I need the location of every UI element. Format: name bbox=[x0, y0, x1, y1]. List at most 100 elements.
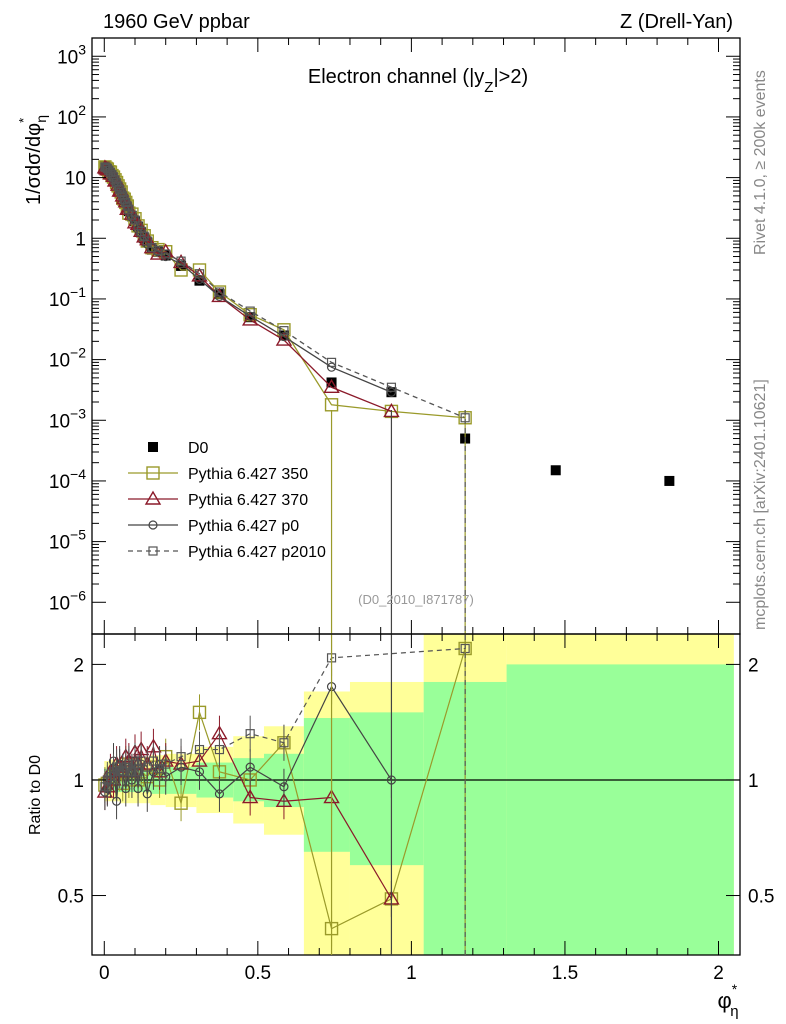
p2010-point bbox=[133, 221, 143, 231]
p2010-point bbox=[176, 752, 186, 762]
p2010-point bbox=[127, 210, 137, 220]
d0-point bbox=[550, 465, 561, 476]
p2010-point bbox=[108, 172, 119, 182]
y-tick-label: 10−3 bbox=[49, 405, 86, 432]
main-axes: 10−6 10−5 10−4 10−3 10−2 10−1 1 10 102 103 bbox=[49, 37, 741, 635]
mcplots-label: mcplots.cern.ch [arXiv:2401.10621] bbox=[752, 379, 769, 630]
x-tick-label: 1 bbox=[406, 963, 417, 984]
p2010-point bbox=[133, 767, 143, 777]
y-tick-label: 10−2 bbox=[49, 345, 86, 372]
p2010-line bbox=[104, 166, 466, 419]
band-green bbox=[303, 718, 350, 852]
p0-point bbox=[245, 311, 255, 321]
y-tick-label: 10−6 bbox=[49, 587, 86, 614]
p2010-point bbox=[139, 231, 149, 241]
ratio-y-tick-label: 0.5 bbox=[58, 887, 84, 908]
rivet-label: Rivet 4.1.0, ≥ 200k events bbox=[752, 70, 769, 255]
p2010-point bbox=[119, 194, 129, 204]
p370-point bbox=[275, 792, 293, 807]
ratio-y-tick-label-right: 2 bbox=[748, 655, 759, 676]
p0-point bbox=[279, 782, 289, 792]
ratio-y-tick-label-right: 0.5 bbox=[748, 887, 774, 908]
y-tick-label: 10−1 bbox=[49, 284, 86, 311]
ratio-axes: 0.5 0.5 1 1 2 2 0 0.5 1 1.5 2 bbox=[58, 633, 774, 984]
p2010-point bbox=[245, 729, 255, 739]
channel-title: Electron channel (|yZ|>2) bbox=[308, 66, 528, 96]
axes-frame bbox=[91, 37, 741, 635]
legend-label-p370: Pythia 6.427 370 bbox=[188, 492, 308, 509]
p350-point bbox=[146, 466, 160, 480]
y-tick-label: 10−4 bbox=[49, 466, 86, 493]
d0-point bbox=[245, 312, 256, 323]
p0-point bbox=[111, 796, 122, 806]
x-axis-label: φ* η bbox=[717, 981, 738, 1020]
p2010-point bbox=[176, 256, 186, 266]
p2010-point bbox=[115, 765, 125, 775]
p2010-point bbox=[148, 756, 159, 766]
legend-label-d0: D0 bbox=[188, 440, 209, 457]
band-green bbox=[349, 712, 424, 866]
d0-point bbox=[214, 289, 225, 300]
x-tick-label: 0 bbox=[99, 963, 110, 984]
main-y-axis-label: 1/σdσ/dφ* η bbox=[16, 115, 49, 205]
y-tick-label: 103 bbox=[57, 41, 86, 68]
p350-line bbox=[104, 166, 466, 419]
p2010-point bbox=[279, 738, 289, 748]
p370-point bbox=[323, 378, 340, 393]
ratio-uncertainty-bands bbox=[104, 634, 734, 955]
p2010-point bbox=[108, 767, 119, 777]
y-tick-label: 10 bbox=[65, 169, 86, 190]
p2010-point bbox=[107, 170, 117, 180]
p2010-point bbox=[124, 204, 134, 214]
x-tick-label: 0.5 bbox=[245, 963, 271, 984]
p0-point bbox=[386, 387, 397, 397]
p2010-point bbox=[194, 269, 205, 279]
p0-line bbox=[104, 166, 392, 393]
main-series bbox=[96, 159, 675, 955]
p0-point bbox=[326, 362, 337, 372]
p2010-point bbox=[279, 326, 289, 336]
legend: D0 Pythia 6.427 350 Pythia 6.427 370 Pythia… bbox=[128, 440, 326, 561]
p2010-point bbox=[148, 546, 158, 556]
p2010-point bbox=[110, 175, 120, 185]
p370-point bbox=[144, 490, 162, 505]
y-tick-label: 10−5 bbox=[49, 527, 86, 554]
y-tick-label: 102 bbox=[57, 102, 86, 129]
p2010-point bbox=[214, 287, 225, 297]
p2010-point bbox=[130, 215, 140, 225]
p2010-point bbox=[115, 184, 125, 194]
ratio-y-axis-label: Ratio to D0 bbox=[27, 755, 44, 835]
legend-label-p2010: Pythia 6.427 p2010 bbox=[188, 544, 326, 561]
d0-point bbox=[160, 250, 171, 261]
p2010-point bbox=[154, 764, 165, 774]
p2010-point bbox=[136, 226, 146, 236]
p0-point bbox=[245, 762, 255, 772]
p2010-point bbox=[111, 762, 122, 772]
p2010-point bbox=[245, 306, 255, 316]
p2010-point bbox=[147, 243, 157, 253]
p2010-point bbox=[121, 762, 131, 772]
p2010-point bbox=[194, 744, 205, 755]
y-tick-label: 1 bbox=[75, 229, 86, 250]
p350-point bbox=[174, 796, 188, 810]
d0-point bbox=[326, 377, 337, 388]
p2010-point bbox=[142, 762, 152, 772]
d0-point bbox=[176, 260, 187, 271]
x-tick-label: 1.5 bbox=[552, 963, 578, 984]
p350-point bbox=[192, 705, 207, 720]
p2010-point bbox=[118, 191, 128, 201]
band-green bbox=[506, 664, 734, 955]
d0-point bbox=[664, 475, 675, 486]
p2010-point bbox=[118, 767, 128, 777]
p2010-point bbox=[122, 201, 132, 211]
p2010-point bbox=[326, 357, 337, 367]
header-left: 1960 GeV ppbar bbox=[103, 11, 250, 33]
p2010-point bbox=[214, 744, 225, 755]
ratio-y-tick-label-right: 1 bbox=[748, 771, 759, 792]
p2010-point bbox=[161, 759, 171, 769]
p0-point bbox=[142, 789, 152, 799]
p0-point bbox=[214, 789, 225, 799]
p2010-point bbox=[136, 756, 146, 766]
p0-point bbox=[194, 767, 205, 777]
